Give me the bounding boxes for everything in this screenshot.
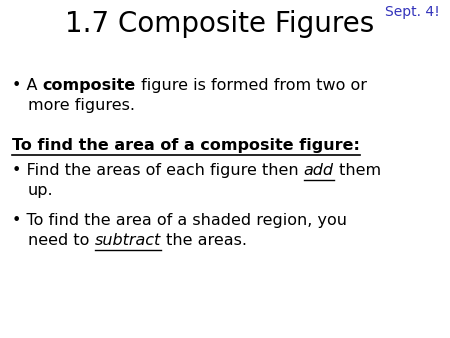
Text: To find the area of a composite figure:: To find the area of a composite figure: (12, 138, 360, 153)
Text: up.: up. (28, 183, 54, 198)
Text: • A: • A (12, 78, 43, 93)
Text: the areas.: the areas. (161, 233, 247, 248)
Text: 1.7 Composite Figures: 1.7 Composite Figures (65, 10, 374, 38)
Text: Sept. 4!: Sept. 4! (385, 5, 440, 19)
Text: more figures.: more figures. (28, 98, 135, 113)
Text: • To find the area of a shaded region, you: • To find the area of a shaded region, y… (12, 213, 347, 228)
Text: figure is formed from two or: figure is formed from two or (136, 78, 367, 93)
Text: them: them (334, 163, 381, 178)
Text: • Find the areas of each figure then: • Find the areas of each figure then (12, 163, 304, 178)
Text: composite: composite (43, 78, 136, 93)
Text: subtract: subtract (94, 233, 161, 248)
Text: add: add (304, 163, 334, 178)
Text: need to: need to (28, 233, 94, 248)
